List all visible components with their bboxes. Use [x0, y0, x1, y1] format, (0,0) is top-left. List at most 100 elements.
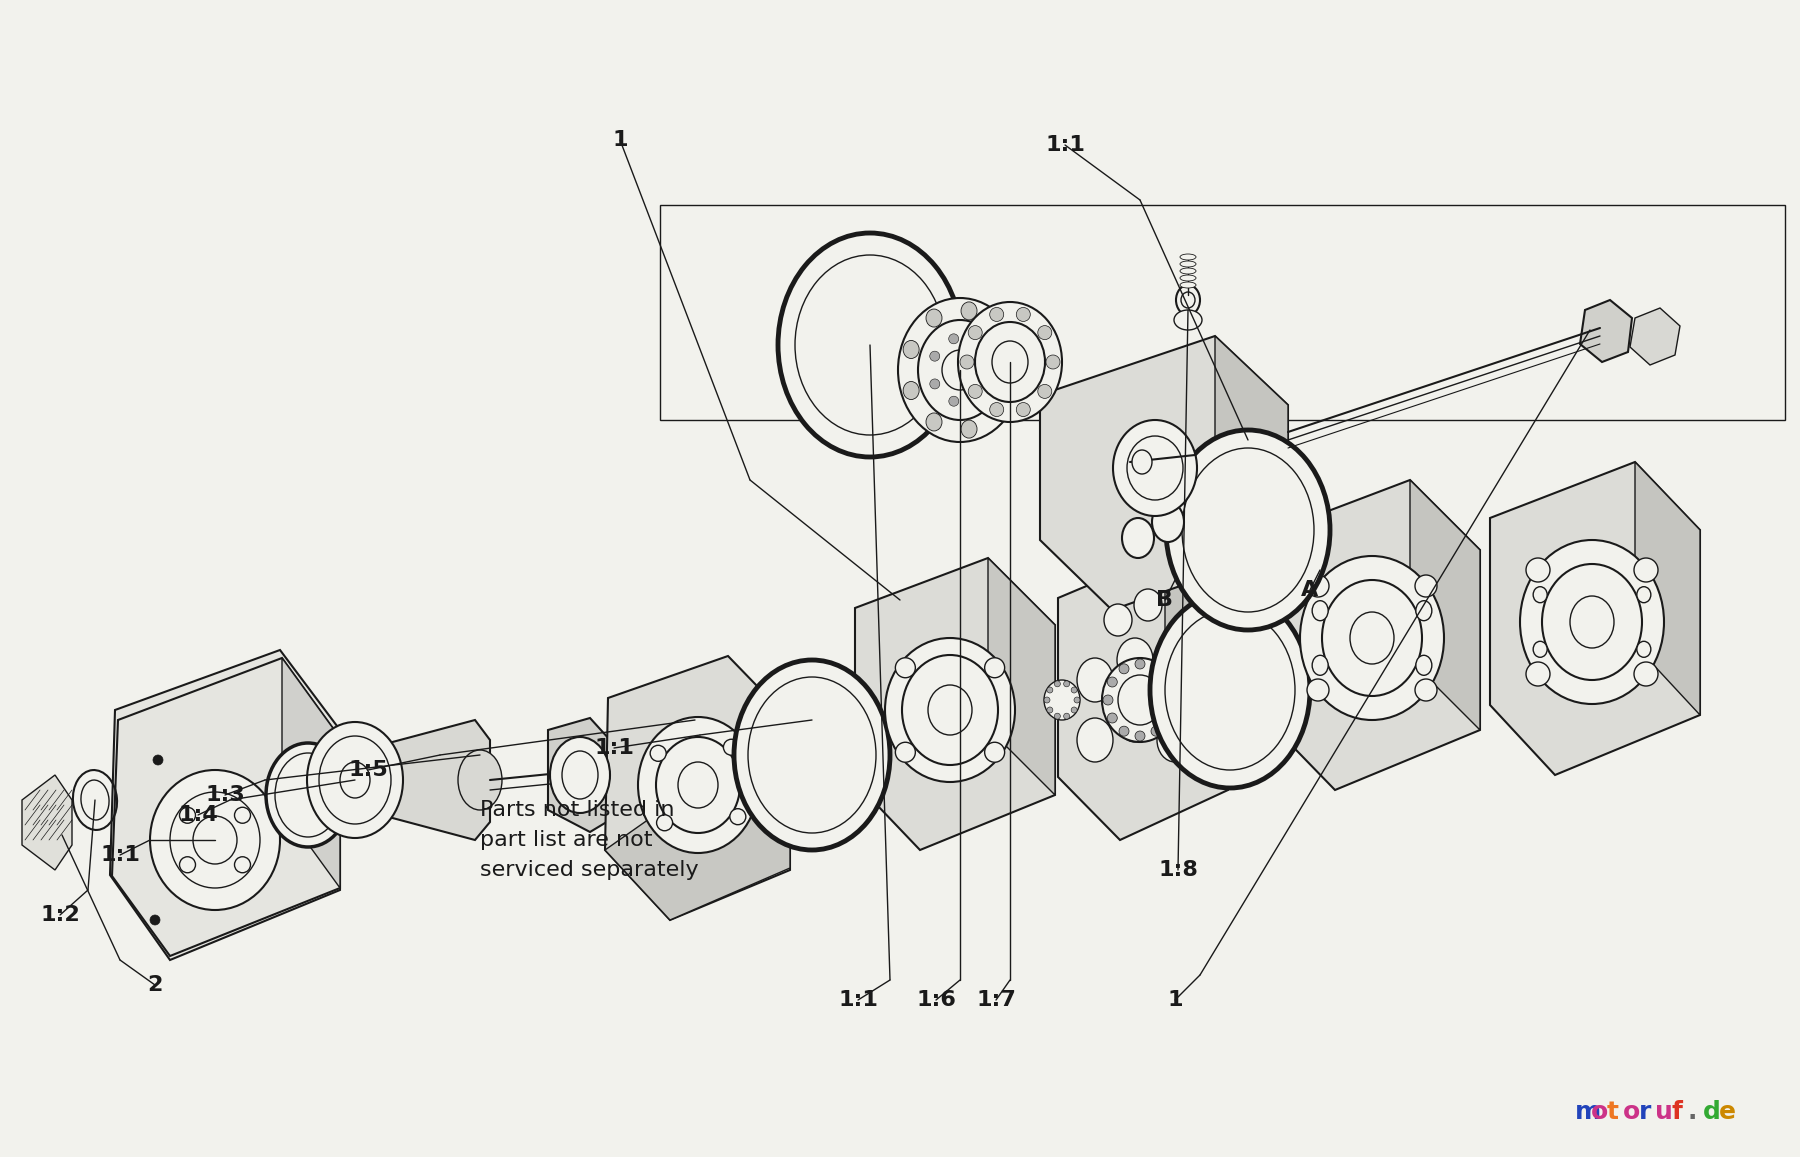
Ellipse shape	[650, 745, 666, 761]
Ellipse shape	[1046, 355, 1060, 369]
Polygon shape	[283, 658, 340, 889]
Text: 1: 1	[1166, 990, 1183, 1010]
Ellipse shape	[149, 915, 160, 924]
Ellipse shape	[968, 384, 983, 398]
Ellipse shape	[308, 722, 403, 838]
Text: 1:1: 1:1	[594, 738, 634, 758]
Ellipse shape	[1136, 659, 1145, 669]
Ellipse shape	[902, 655, 997, 765]
Ellipse shape	[169, 793, 259, 889]
Polygon shape	[112, 658, 340, 956]
Ellipse shape	[990, 403, 1004, 417]
Ellipse shape	[1107, 677, 1118, 687]
Ellipse shape	[1071, 707, 1076, 713]
Text: 1:1: 1:1	[1046, 135, 1085, 155]
Polygon shape	[547, 718, 610, 832]
Ellipse shape	[925, 309, 941, 327]
Ellipse shape	[724, 739, 740, 756]
Text: 1:8: 1:8	[1157, 860, 1199, 880]
Ellipse shape	[778, 233, 961, 457]
Ellipse shape	[1121, 518, 1154, 558]
Ellipse shape	[895, 743, 916, 762]
Ellipse shape	[1175, 285, 1201, 315]
Ellipse shape	[1044, 697, 1049, 703]
Ellipse shape	[949, 334, 959, 344]
Ellipse shape	[729, 809, 745, 825]
Ellipse shape	[1120, 727, 1129, 736]
Ellipse shape	[1163, 713, 1174, 723]
Ellipse shape	[637, 717, 758, 853]
Ellipse shape	[1103, 695, 1112, 705]
Ellipse shape	[1181, 261, 1195, 267]
Ellipse shape	[234, 808, 250, 824]
Text: 1:1: 1:1	[839, 990, 878, 1010]
Ellipse shape	[1118, 698, 1154, 742]
Polygon shape	[1040, 336, 1289, 610]
Ellipse shape	[1048, 707, 1053, 713]
Ellipse shape	[949, 396, 959, 406]
Text: o: o	[1624, 1100, 1640, 1123]
Ellipse shape	[976, 322, 1046, 401]
Ellipse shape	[1064, 680, 1069, 687]
Ellipse shape	[1055, 713, 1060, 720]
Polygon shape	[22, 775, 72, 870]
Polygon shape	[1580, 300, 1633, 362]
Ellipse shape	[562, 751, 598, 799]
Ellipse shape	[1634, 558, 1658, 582]
Ellipse shape	[1181, 282, 1195, 288]
Ellipse shape	[985, 743, 1004, 762]
Ellipse shape	[1112, 420, 1197, 516]
Ellipse shape	[972, 340, 983, 349]
Ellipse shape	[904, 382, 920, 399]
Ellipse shape	[734, 659, 889, 850]
Ellipse shape	[1636, 641, 1651, 657]
Text: 1:6: 1:6	[916, 990, 956, 1010]
Ellipse shape	[1076, 658, 1112, 702]
Ellipse shape	[990, 308, 1004, 322]
Ellipse shape	[1055, 680, 1060, 687]
Ellipse shape	[655, 737, 740, 833]
Ellipse shape	[234, 856, 250, 872]
Ellipse shape	[749, 677, 877, 833]
Ellipse shape	[1150, 664, 1161, 673]
Polygon shape	[371, 720, 490, 840]
Text: o: o	[1591, 1100, 1607, 1123]
Ellipse shape	[1634, 662, 1658, 686]
Ellipse shape	[1166, 430, 1330, 631]
Polygon shape	[988, 558, 1055, 795]
Ellipse shape	[1415, 575, 1436, 597]
Polygon shape	[855, 558, 1055, 850]
Ellipse shape	[898, 299, 1022, 442]
Ellipse shape	[886, 638, 1015, 782]
Ellipse shape	[1534, 587, 1548, 603]
Text: 1:2: 1:2	[40, 905, 79, 924]
Polygon shape	[1265, 480, 1480, 790]
Ellipse shape	[1636, 587, 1651, 603]
Ellipse shape	[153, 756, 164, 765]
Text: 1:5: 1:5	[347, 760, 387, 780]
Ellipse shape	[1039, 384, 1051, 398]
Ellipse shape	[931, 379, 940, 389]
Ellipse shape	[1004, 361, 1021, 379]
Ellipse shape	[1127, 436, 1183, 500]
Ellipse shape	[968, 325, 983, 340]
Ellipse shape	[1543, 563, 1642, 680]
Ellipse shape	[657, 815, 673, 831]
Ellipse shape	[1120, 664, 1129, 673]
Ellipse shape	[992, 323, 1008, 340]
Text: r: r	[1640, 1100, 1651, 1123]
Text: u: u	[1654, 1100, 1672, 1123]
Ellipse shape	[340, 762, 371, 798]
Ellipse shape	[1039, 325, 1051, 340]
Ellipse shape	[1415, 679, 1436, 701]
Ellipse shape	[1064, 713, 1069, 720]
Ellipse shape	[1103, 604, 1132, 636]
Ellipse shape	[992, 399, 1008, 418]
Polygon shape	[1631, 308, 1679, 364]
Ellipse shape	[1174, 310, 1202, 330]
Polygon shape	[605, 720, 790, 920]
Ellipse shape	[1181, 268, 1195, 274]
Polygon shape	[605, 656, 790, 920]
Ellipse shape	[904, 340, 920, 359]
Ellipse shape	[1526, 558, 1550, 582]
